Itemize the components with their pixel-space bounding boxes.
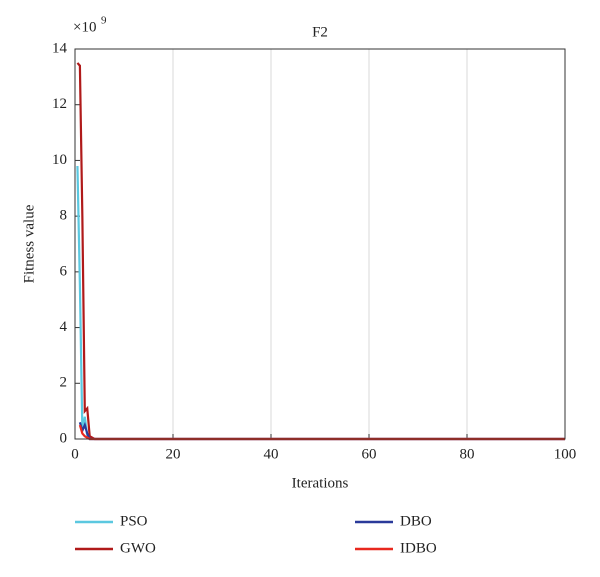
plot-frame — [74, 48, 566, 440]
legend-label: DBO — [400, 513, 432, 529]
y-tick-label: 14 — [52, 40, 68, 56]
y-tick-label: 0 — [60, 430, 68, 446]
y-tick-label: 4 — [60, 319, 68, 335]
x-tick-label: 100 — [554, 446, 577, 462]
legend-label: PSO — [120, 513, 148, 529]
y-multiplier-exponent: 9 — [101, 15, 107, 27]
x-tick-label: 0 — [71, 446, 79, 462]
y-multiplier: ×10 — [73, 19, 96, 35]
x-tick-label: 80 — [460, 446, 475, 462]
series-line — [76, 165, 565, 441]
y-tick-label: 6 — [60, 263, 68, 279]
y-tick-label: 12 — [52, 96, 67, 112]
x-tick-label: 60 — [362, 446, 377, 462]
y-tick-label: 8 — [60, 208, 68, 224]
chart-title: F2 — [312, 24, 328, 40]
legend-label: IDBO — [400, 540, 437, 556]
series-line — [78, 424, 565, 441]
x-tick-label: 40 — [264, 446, 279, 462]
series-line — [76, 62, 565, 441]
y-tick-label: 2 — [60, 375, 68, 391]
legend-label: GWO — [120, 540, 156, 556]
x-tick-label: 20 — [166, 446, 181, 462]
y-axis-label: Fitness value — [21, 204, 37, 283]
y-tick-label: 10 — [52, 152, 67, 168]
x-axis-label: Iterations — [292, 475, 349, 491]
series-line — [78, 421, 565, 441]
